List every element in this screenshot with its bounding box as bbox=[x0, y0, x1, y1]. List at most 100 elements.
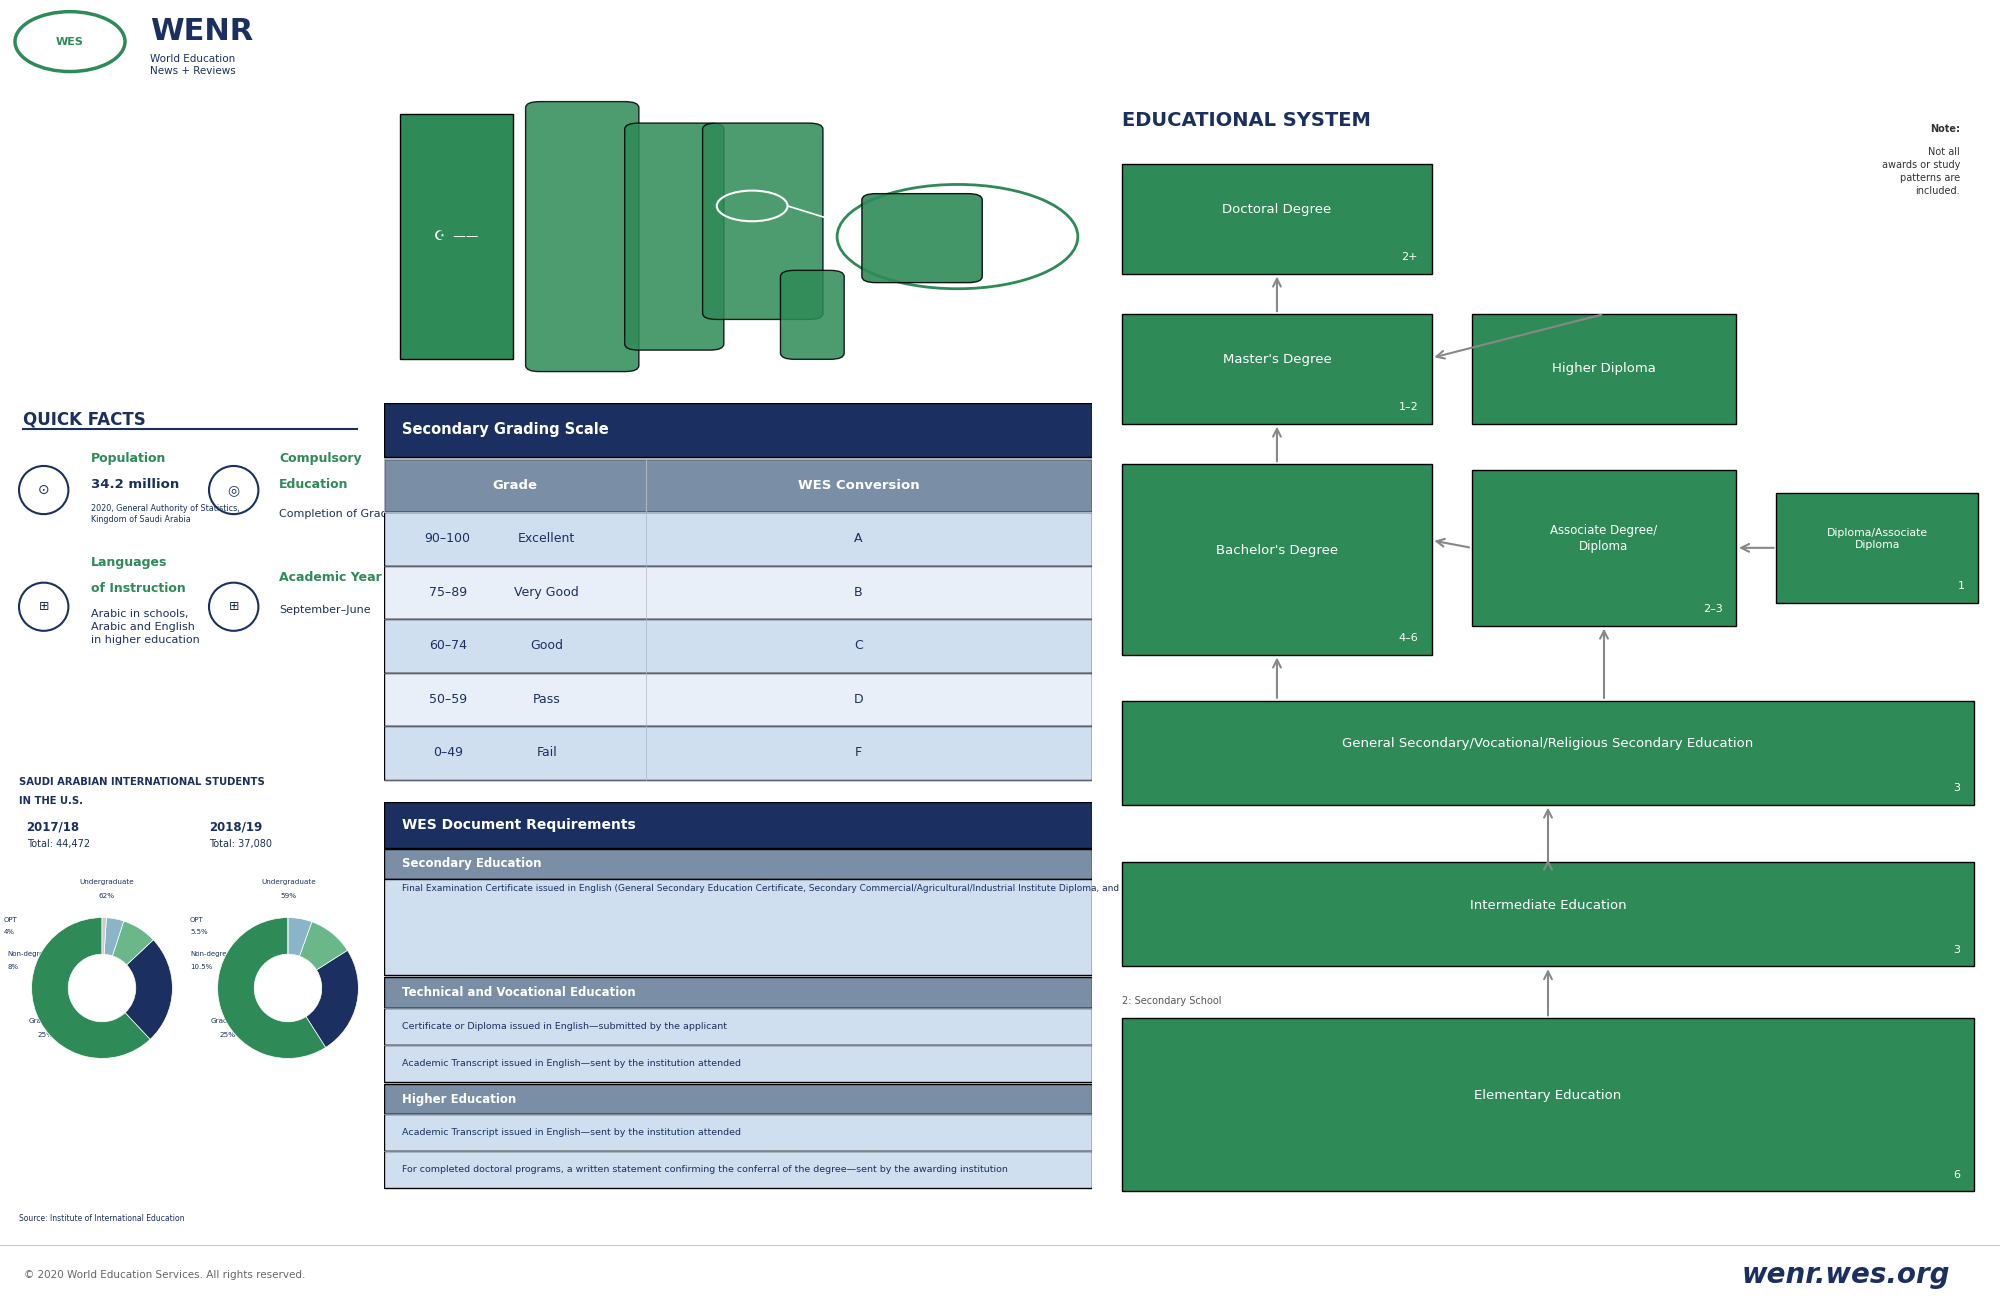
Text: 2–3: 2–3 bbox=[1702, 604, 1722, 614]
Text: QUICK FACTS: QUICK FACTS bbox=[22, 411, 146, 429]
Text: D: D bbox=[854, 693, 864, 706]
FancyBboxPatch shape bbox=[384, 672, 1092, 727]
FancyBboxPatch shape bbox=[384, 1008, 1092, 1045]
Text: 2: Secondary School: 2: Secondary School bbox=[1122, 996, 1222, 1006]
Text: 0–49: 0–49 bbox=[432, 746, 462, 759]
Text: EDUCATION IN: EDUCATION IN bbox=[26, 198, 318, 233]
Text: 2017/18: 2017/18 bbox=[26, 820, 80, 833]
Text: SAUDI ARABIAN INTERNATIONAL STUDENTS: SAUDI ARABIAN INTERNATIONAL STUDENTS bbox=[20, 777, 264, 788]
Text: Pass: Pass bbox=[532, 693, 560, 706]
Text: ◎: ◎ bbox=[228, 484, 240, 497]
FancyBboxPatch shape bbox=[384, 1152, 1092, 1188]
Text: ☪  ——: ☪ —— bbox=[434, 230, 478, 243]
FancyBboxPatch shape bbox=[862, 194, 982, 282]
Text: Languages: Languages bbox=[92, 556, 168, 569]
Text: 4–6: 4–6 bbox=[1398, 633, 1418, 644]
Text: Good: Good bbox=[530, 640, 564, 653]
FancyBboxPatch shape bbox=[526, 101, 638, 372]
Text: Secondary Education: Secondary Education bbox=[402, 858, 542, 871]
Text: © 2020 World Education Services. All rights reserved.: © 2020 World Education Services. All rig… bbox=[24, 1270, 306, 1280]
Text: Doctoral Degree: Doctoral Degree bbox=[1222, 203, 1332, 216]
Text: Academic Transcript issued in English—sent by the institution attended: Academic Transcript issued in English—se… bbox=[402, 1058, 740, 1067]
Text: IN THE U.S.: IN THE U.S. bbox=[20, 797, 84, 806]
Text: Academic Year: Academic Year bbox=[280, 571, 382, 584]
Text: of Instruction: of Instruction bbox=[92, 581, 186, 594]
Text: Technical and Vocational Education: Technical and Vocational Education bbox=[402, 985, 636, 998]
Text: 3: 3 bbox=[1954, 783, 1960, 793]
Text: Note:: Note: bbox=[1930, 124, 1960, 134]
FancyBboxPatch shape bbox=[384, 849, 1092, 879]
Text: Higher Education: Higher Education bbox=[402, 1092, 516, 1105]
Wedge shape bbox=[104, 918, 124, 956]
FancyBboxPatch shape bbox=[384, 727, 1092, 780]
FancyBboxPatch shape bbox=[384, 1114, 1092, 1152]
Text: Arabic in schools,
Arabic and English
in higher education: Arabic in schools, Arabic and English in… bbox=[92, 610, 200, 645]
Text: Diploma/Associate
Diploma: Diploma/Associate Diploma bbox=[1826, 528, 1928, 550]
Wedge shape bbox=[288, 918, 312, 957]
Text: For completed doctoral programs, a written statement confirming the conferral of: For completed doctoral programs, a writt… bbox=[402, 1165, 1008, 1174]
Text: 4%: 4% bbox=[4, 930, 14, 935]
Text: A: A bbox=[854, 532, 862, 545]
FancyBboxPatch shape bbox=[384, 978, 1092, 1008]
Text: ⊞: ⊞ bbox=[228, 601, 238, 614]
FancyBboxPatch shape bbox=[384, 459, 1092, 512]
Text: 5.5%: 5.5% bbox=[190, 930, 208, 935]
Text: Undergraduate: Undergraduate bbox=[262, 879, 316, 885]
Text: General Secondary/Vocational/Religious Secondary Education: General Secondary/Vocational/Religious S… bbox=[1342, 737, 1754, 750]
Text: WES: WES bbox=[56, 36, 84, 47]
Text: ⊙: ⊙ bbox=[38, 484, 50, 497]
FancyBboxPatch shape bbox=[384, 1045, 1092, 1082]
Text: WES Conversion: WES Conversion bbox=[798, 478, 920, 491]
FancyBboxPatch shape bbox=[384, 566, 1092, 619]
FancyBboxPatch shape bbox=[780, 270, 844, 359]
Wedge shape bbox=[112, 920, 154, 965]
Text: Final Examination Certificate issued in English (General Secondary Education Cer: Final Examination Certificate issued in … bbox=[402, 884, 1668, 893]
Text: B: B bbox=[854, 586, 862, 599]
Text: 34.2 million: 34.2 million bbox=[92, 478, 180, 491]
Text: 60–74: 60–74 bbox=[428, 640, 466, 653]
Text: Academic Transcript issued in English—sent by the institution attended: Academic Transcript issued in English—se… bbox=[402, 1128, 740, 1138]
Text: Master's Degree: Master's Degree bbox=[1222, 354, 1332, 367]
Text: Non-degree: Non-degree bbox=[8, 950, 48, 957]
Text: C: C bbox=[854, 640, 862, 653]
Wedge shape bbox=[126, 940, 172, 1039]
Text: 25%: 25% bbox=[220, 1032, 236, 1037]
Text: September–June: September–June bbox=[280, 606, 370, 615]
Text: Grade: Grade bbox=[492, 478, 538, 491]
Text: Very Good: Very Good bbox=[514, 586, 580, 599]
Text: Elementary Education: Elementary Education bbox=[1474, 1089, 1622, 1102]
Text: Education: Education bbox=[280, 478, 348, 491]
FancyBboxPatch shape bbox=[384, 802, 1092, 848]
Text: 75–89: 75–89 bbox=[428, 586, 466, 599]
Text: Secondary Grading Scale: Secondary Grading Scale bbox=[402, 422, 608, 438]
Text: Intermediate Education: Intermediate Education bbox=[1470, 898, 1626, 911]
FancyBboxPatch shape bbox=[384, 403, 1092, 456]
Text: Non-degree: Non-degree bbox=[190, 950, 230, 957]
Text: EDUCATIONAL SYSTEM: EDUCATIONAL SYSTEM bbox=[1122, 111, 1372, 130]
Text: Certificate or Diploma issued in English—submitted by the applicant: Certificate or Diploma issued in English… bbox=[402, 1022, 726, 1031]
Text: 90–100: 90–100 bbox=[424, 532, 470, 545]
Wedge shape bbox=[32, 918, 150, 1058]
Text: OPT: OPT bbox=[190, 918, 204, 923]
Text: Completion of Grade 9: Completion of Grade 9 bbox=[280, 510, 406, 519]
FancyBboxPatch shape bbox=[624, 124, 724, 350]
FancyBboxPatch shape bbox=[384, 619, 1092, 672]
FancyBboxPatch shape bbox=[1122, 464, 1432, 655]
Wedge shape bbox=[306, 950, 358, 1048]
Wedge shape bbox=[218, 918, 326, 1058]
Text: Graduate: Graduate bbox=[28, 1018, 62, 1023]
Text: 50–59: 50–59 bbox=[428, 693, 466, 706]
Text: Fail: Fail bbox=[536, 746, 558, 759]
Text: Graduate: Graduate bbox=[212, 1018, 244, 1023]
Text: 1: 1 bbox=[1958, 581, 1964, 592]
Text: 2018/19: 2018/19 bbox=[210, 820, 262, 833]
Text: SAUDI ARABIA: SAUDI ARABIA bbox=[26, 290, 318, 324]
Text: 2+: 2+ bbox=[1402, 252, 1418, 263]
Text: 1–2: 1–2 bbox=[1398, 402, 1418, 412]
Text: WENR: WENR bbox=[150, 17, 254, 46]
Text: wenr.wes.org: wenr.wes.org bbox=[1742, 1261, 1950, 1290]
Text: 25%: 25% bbox=[38, 1032, 54, 1037]
Text: Population: Population bbox=[92, 452, 166, 465]
FancyBboxPatch shape bbox=[1472, 469, 1736, 625]
FancyBboxPatch shape bbox=[400, 114, 512, 359]
